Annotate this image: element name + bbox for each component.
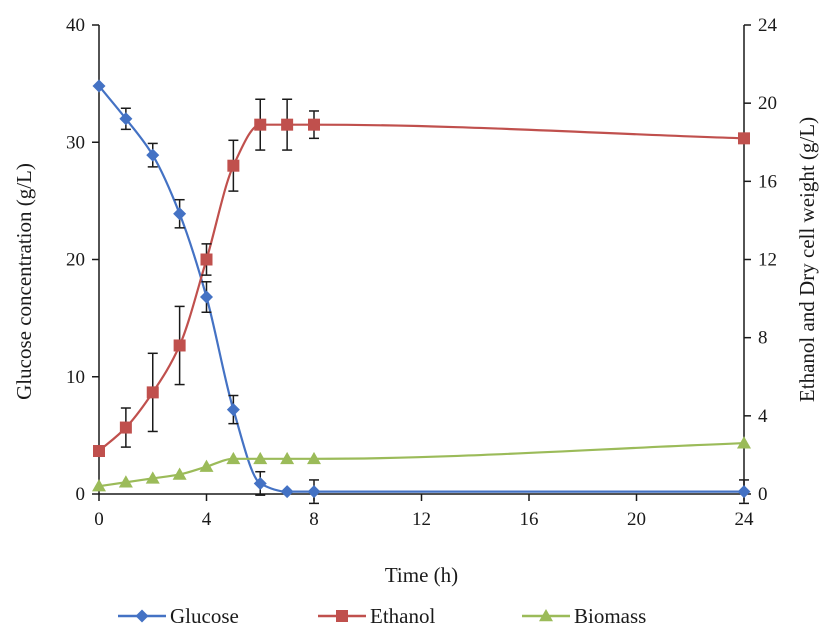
glucose-point	[119, 112, 133, 126]
series-biomass	[92, 436, 751, 492]
y-left-tick-label: 30	[66, 132, 85, 153]
biomass-point	[199, 459, 214, 472]
series-layer	[92, 79, 751, 505]
y-right-tick-label: 8	[758, 328, 768, 349]
glucose-point	[280, 485, 294, 499]
biomass-point	[280, 451, 295, 465]
legend-marker	[135, 609, 149, 623]
ethanol-line	[98, 123, 745, 452]
biomass-point	[737, 436, 751, 449]
glucose-line	[98, 85, 744, 493]
x-tick-label: 16	[520, 509, 539, 530]
ethanol-point	[200, 253, 213, 266]
ethanol-point	[281, 118, 294, 131]
y-left-axis-title: Glucose concentration (g/L)	[12, 163, 36, 400]
biomass-point	[226, 451, 241, 465]
glucose-point	[173, 207, 187, 221]
x-tick-label: 0	[94, 509, 104, 530]
legend-label: Glucose	[170, 604, 239, 628]
x-tick-label: 20	[627, 509, 646, 530]
legend-item-glucose: Glucose	[118, 604, 239, 628]
legend-item-biomass: Biomass	[522, 604, 646, 628]
x-axis-title: Time (h)	[385, 563, 458, 587]
ethanol-point	[254, 118, 267, 131]
biomass-line	[98, 442, 745, 488]
y-left-tick-label: 10	[66, 367, 85, 388]
y-right-tick-label: 12	[758, 250, 777, 271]
ethanol-point	[308, 118, 320, 131]
y-right-tick-label: 24	[758, 15, 778, 36]
ethanol-point	[146, 386, 159, 399]
legend-marker	[539, 609, 553, 622]
glucose-point	[146, 148, 160, 162]
biomass-point	[307, 451, 321, 465]
ethanol-point	[227, 159, 240, 172]
legend: Glucose Ethanol Biomass	[118, 604, 646, 628]
y-left-tick-label: 20	[66, 250, 85, 271]
biomass-point	[253, 451, 268, 465]
glucose-point	[307, 485, 321, 499]
y-right-tick-label: 16	[758, 171, 777, 192]
ethanol-point	[93, 445, 105, 458]
legend-item-ethanol: Ethanol	[318, 604, 435, 628]
biomass-point	[118, 475, 133, 488]
legend-label: Ethanol	[370, 604, 435, 628]
ethanol-point	[738, 132, 750, 145]
ethanol-point	[119, 421, 132, 434]
biomass-point	[172, 467, 187, 480]
x-tick-label: 12	[412, 509, 431, 530]
x-tick-label: 4	[202, 509, 212, 530]
series-ethanol	[93, 98, 750, 458]
y-left-tick-label: 0	[76, 484, 86, 505]
series-glucose	[92, 79, 751, 505]
legend-marker	[336, 610, 348, 622]
ethanol-point	[173, 339, 186, 352]
biomass-point	[92, 479, 106, 492]
glucose-point	[226, 403, 240, 417]
x-tick-label: 24	[735, 509, 755, 530]
y-right-axis-title: Ethanol and Dry cell weight (g/L)	[795, 117, 819, 402]
x-tick-label: 8	[309, 509, 319, 530]
glucose-point	[737, 485, 751, 499]
y-right-tick-label: 20	[758, 93, 777, 114]
y-right-tick-label: 0	[758, 484, 768, 505]
legend-label: Biomass	[574, 604, 646, 628]
glucose-point	[253, 476, 267, 490]
y-left-tick-label: 40	[66, 15, 85, 36]
biomass-point	[145, 471, 160, 484]
glucose-point	[200, 290, 213, 304]
glucose-point	[92, 79, 106, 93]
y-right-tick-label: 4	[758, 406, 768, 427]
